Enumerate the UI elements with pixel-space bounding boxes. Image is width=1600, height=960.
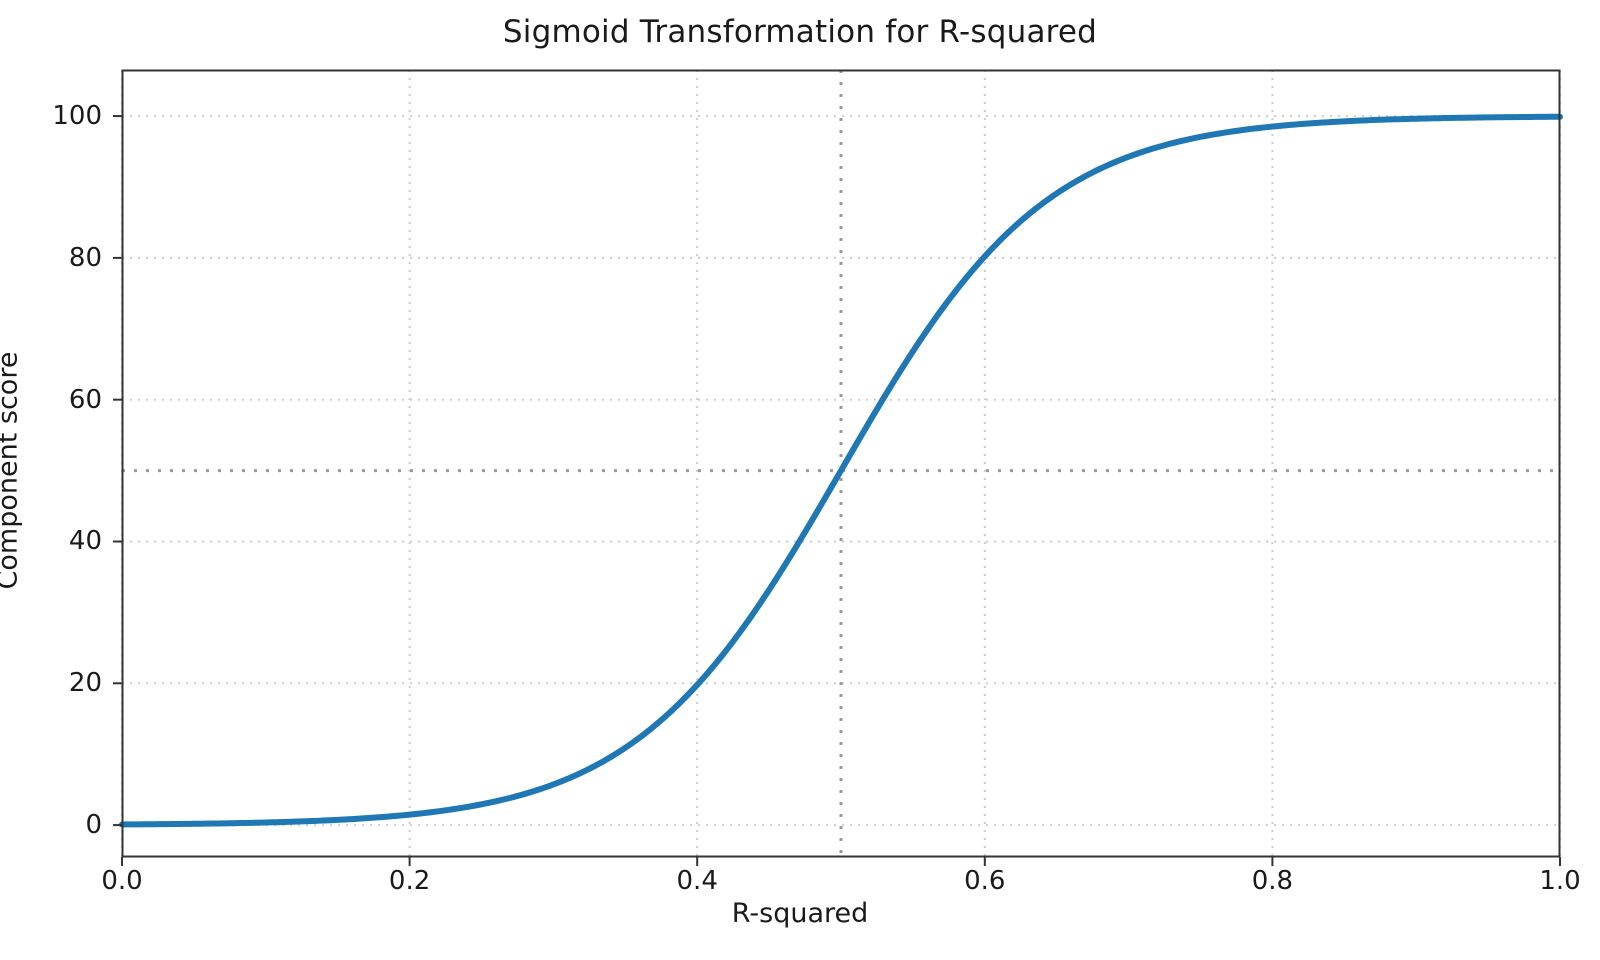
tick-marks [113,115,1561,866]
y-axis-label: Component score [0,351,24,590]
y-tick-label: 40 [68,526,102,557]
plot-background [122,70,1560,857]
series-line [119,113,1563,828]
chart-title: Sigmoid Transformation for R-squared [502,14,1098,50]
plot-frame [121,69,1561,858]
plot-svg [113,69,1563,866]
x-axis-label: R-squared [731,898,869,929]
y-tick-label: 20 [68,668,102,699]
plot-area [113,69,1563,866]
x-tick-label: 0.2 [388,866,431,896]
y-tick-label: 100 [52,101,102,132]
x-tick-label: 0.8 [1251,866,1294,896]
data-series-lines [119,113,1563,828]
y-tick-label: 80 [68,242,102,273]
x-tick-label: 0.0 [101,866,143,896]
x-tick-label: 0.4 [676,866,718,896]
y-tick-label: 60 [68,384,102,415]
x-tick-label: 0.6 [964,866,1006,896]
y-tick-label: 0 [85,810,102,841]
x-tick-label: 1.0 [1539,866,1581,896]
